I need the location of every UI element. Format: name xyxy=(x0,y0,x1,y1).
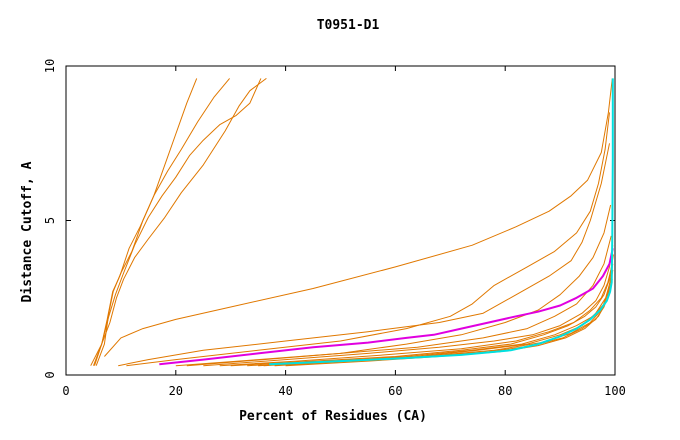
x-axis-label: Percent of Residues (CA) xyxy=(239,409,427,424)
series-line-model-04 xyxy=(93,78,262,366)
plot-area xyxy=(65,65,616,376)
plot-frame xyxy=(65,65,616,376)
x-tick-label: 80 xyxy=(498,384,512,398)
y-tick-label: 0 xyxy=(43,371,57,378)
y-axis-label: Distance Cutoff, A xyxy=(20,161,35,302)
series-line-model-02 xyxy=(94,78,230,366)
series-line-model-07 xyxy=(118,143,610,367)
series-line-magenta xyxy=(159,248,614,366)
x-axis: 0 20 40 60 80 100 xyxy=(62,66,626,398)
series-line-cyan xyxy=(269,78,614,366)
series-line-model-06 xyxy=(126,112,610,367)
chart-title: T0951-D1 xyxy=(317,18,380,33)
x-tick-label: 0 xyxy=(62,384,69,398)
x-tick-label: 60 xyxy=(388,384,402,398)
series-line-model-10 xyxy=(203,245,614,367)
x-tick-label: 100 xyxy=(604,384,626,398)
series-line-model-12 xyxy=(230,254,614,367)
y-tick-label: 5 xyxy=(43,217,57,224)
series-layer xyxy=(90,77,614,367)
series-line-model-09 xyxy=(186,235,612,367)
series-line-model-03 xyxy=(90,77,267,366)
series-line-model-05 xyxy=(104,78,613,357)
x-tick-label: 40 xyxy=(278,384,292,398)
series-line-model-11 xyxy=(219,263,613,367)
x-tick-label: 20 xyxy=(169,384,183,398)
y-tick-label: 10 xyxy=(43,59,57,73)
y-axis: 0 5 10 xyxy=(43,59,615,379)
series-line-model-13 xyxy=(247,285,612,367)
